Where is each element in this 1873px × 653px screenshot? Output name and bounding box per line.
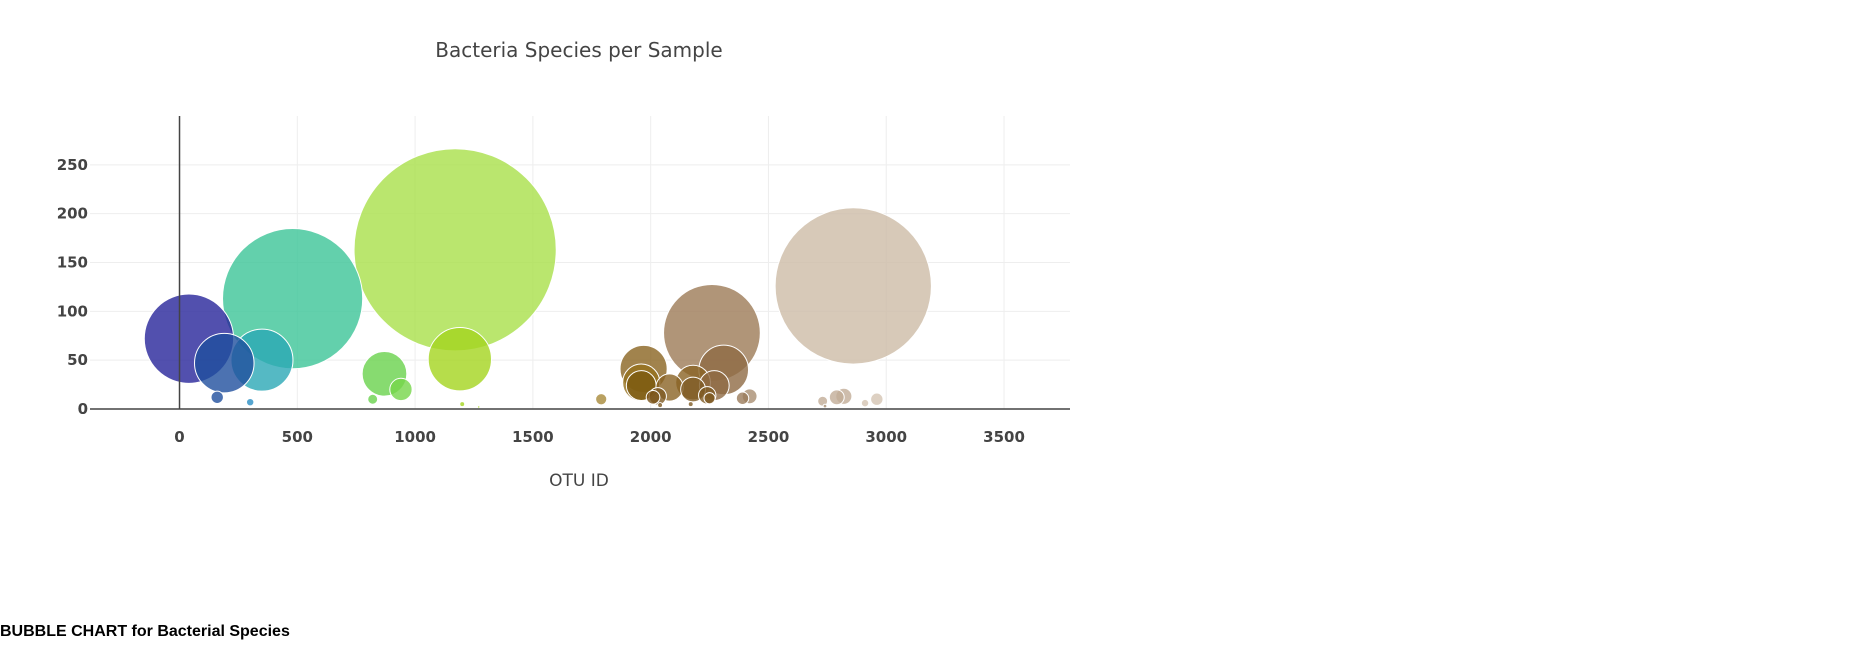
x-tick-label: 1000 [394, 428, 436, 446]
bubble-point[interactable] [210, 390, 224, 404]
chart-title: Bacteria Species per Sample [435, 38, 722, 62]
chart-caption: BUBBLE CHART for Bacterial Species [0, 623, 290, 640]
x-tick-label: 3500 [983, 428, 1025, 446]
bubble-point[interactable] [703, 392, 716, 405]
bubble-point[interactable] [245, 397, 255, 407]
bubble-point[interactable] [870, 392, 884, 406]
x-tick-label: 0 [174, 428, 184, 446]
bubble-point[interactable] [822, 403, 828, 409]
bubble-point[interactable] [860, 398, 870, 408]
y-tick-label: 150 [57, 254, 88, 272]
y-tick-label: 200 [57, 205, 88, 223]
bubble-point[interactable] [595, 393, 608, 406]
y-tick-label: 250 [57, 156, 88, 174]
bubble-point[interactable] [459, 401, 466, 408]
bubble-point[interactable] [427, 327, 492, 392]
x-tick-label: 1500 [512, 428, 554, 446]
bubble-point[interactable] [194, 332, 255, 394]
bubble-point[interactable] [645, 389, 661, 405]
bubbles [143, 148, 932, 409]
y-tick-label: 0 [78, 400, 88, 418]
bubble-point[interactable] [389, 377, 413, 402]
bubble-point[interactable] [774, 207, 932, 365]
chart-svg: Bacteria Species per Sample 0 500 1000 1500… [57, 38, 1070, 491]
bubble-point[interactable] [367, 393, 379, 405]
x-axis-title: OTU ID [549, 471, 609, 491]
x-tick-label: 3000 [865, 428, 907, 446]
bubble-chart: Bacteria Species per Sample 0 500 1000 1500… [57, 38, 1070, 491]
y-tick-label: 50 [67, 351, 88, 369]
bubble-point[interactable] [828, 389, 845, 406]
bubble-point[interactable] [687, 401, 694, 408]
x-tick-label: 2000 [630, 428, 672, 446]
bubble-point[interactable] [353, 148, 557, 352]
bubble-point[interactable] [735, 391, 750, 405]
x-tick-label: 2500 [748, 428, 790, 446]
axes: 0 500 1000 1500 2000 2500 3000 3500 0 50 100 150 200… [57, 116, 1070, 446]
x-tick-label: 500 [282, 428, 313, 446]
y-tick-label: 100 [57, 302, 88, 320]
bubble-point[interactable] [657, 402, 664, 409]
bubble-point[interactable] [476, 405, 481, 409]
